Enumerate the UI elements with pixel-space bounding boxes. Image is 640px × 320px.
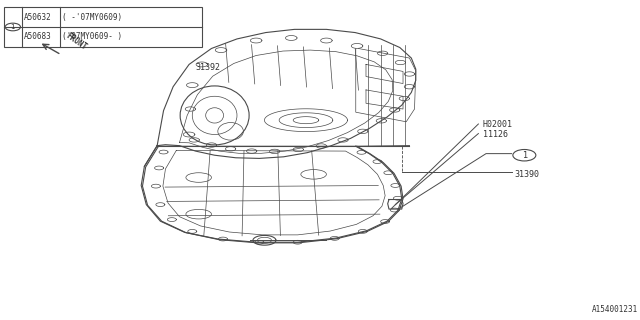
Text: 31392: 31392 [195, 63, 220, 72]
Text: 11126: 11126 [483, 130, 508, 139]
Text: FRONT: FRONT [65, 31, 89, 52]
Text: A50632: A50632 [24, 12, 51, 21]
Text: 1: 1 [522, 151, 527, 160]
Text: A50683: A50683 [24, 32, 51, 41]
Bar [4, 7, 202, 47]
Text: H02001: H02001 [483, 120, 513, 130]
Text: 31390: 31390 [515, 170, 540, 179]
Text: A154001231: A154001231 [592, 305, 638, 314]
Text: ( -'07MY0609): ( -'07MY0609) [62, 12, 122, 21]
Text: ('07MY0609- ): ('07MY0609- ) [62, 32, 122, 41]
Text: 1: 1 [11, 24, 15, 30]
